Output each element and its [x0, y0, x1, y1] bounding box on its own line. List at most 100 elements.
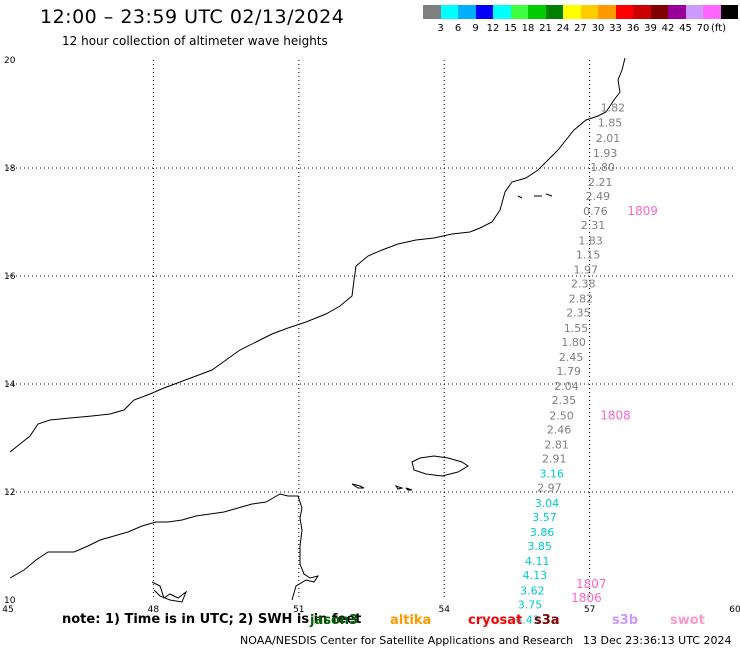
wave-height-value: 2.31	[581, 219, 606, 232]
wave-height-value: 3.57	[532, 511, 557, 524]
longitude-label: 45	[2, 605, 13, 615]
scale-swatch	[493, 5, 511, 19]
legend-s3b: s3b	[612, 613, 639, 628]
scale-swatch	[598, 5, 616, 19]
legend-s3a: s3a	[534, 613, 560, 628]
pass-time-label: 1808	[600, 408, 631, 422]
wave-height-value: 1.93	[593, 147, 618, 160]
wave-height-value: 2.01	[596, 132, 621, 145]
scale-swatch	[615, 5, 633, 19]
latitude-label: 16	[4, 272, 16, 282]
wave-height-value: 2.50	[549, 409, 574, 422]
wave-height-value: 2.46	[547, 423, 572, 436]
scale-swatch	[423, 5, 441, 19]
scale-swatch	[510, 5, 528, 19]
scale-swatch	[563, 5, 581, 19]
scale-label: 70	[696, 23, 710, 34]
scale-swatch	[545, 5, 563, 19]
legend-swot: swot	[670, 613, 705, 628]
color-scale-bar	[423, 5, 738, 19]
wave-height-value: 2.21	[588, 176, 613, 189]
scale-label: 36	[626, 23, 640, 34]
wave-height-value: 3.16	[540, 468, 565, 481]
scale-swatch	[580, 5, 598, 19]
scale-label: 15	[504, 23, 517, 34]
lat-lon-grid	[8, 60, 735, 600]
scale-label: 18	[521, 23, 535, 34]
axis-labels: 45 48 51 54 57 60 20 18 16 14 12 10	[2, 56, 740, 615]
longitude-label: 48	[148, 605, 160, 615]
wave-height-value: 0.76	[583, 205, 608, 218]
scale-label: 21	[539, 23, 552, 34]
wave-height-value: 3.75	[518, 598, 543, 611]
scale-label: 42	[661, 23, 675, 34]
wave-height-value: 1.85	[598, 117, 623, 130]
kuria-muria-islands	[517, 193, 553, 199]
scale-swatch	[633, 5, 651, 19]
pass-time-label: 1807	[576, 577, 607, 591]
legend-cryosat: cryosat	[468, 613, 523, 628]
latitude-label: 18	[4, 164, 16, 174]
scale-label: 3	[437, 23, 444, 34]
wave-height-value: 2.45	[559, 351, 584, 364]
altimeter-tracks: 1.821.852.011.931.802.212.490.762.311.83…	[515, 102, 625, 627]
latitude-label: 20	[4, 56, 16, 66]
socotra-island	[411, 455, 469, 477]
scale-swatch	[440, 5, 458, 19]
wave-height-value: 4.11	[525, 555, 550, 568]
scale-swatch	[720, 5, 738, 19]
wave-height-value: 2.49	[586, 190, 611, 203]
scale-label: 30	[591, 23, 605, 34]
scale-swatch	[458, 5, 476, 19]
wave-height-value: 2.35	[566, 307, 591, 320]
scale-label: 24	[556, 23, 570, 34]
wave-height-value: 2.35	[552, 394, 577, 407]
small-islet-1	[351, 483, 365, 489]
scale-swatch	[528, 5, 546, 19]
legend-jason3: jason3	[310, 613, 359, 628]
longitude-label: 54	[438, 605, 450, 615]
scale-swatch	[685, 5, 703, 19]
small-islet-3	[405, 487, 413, 491]
wave-height-value: 1.82	[601, 102, 626, 115]
pass-time-label: 1809	[627, 204, 658, 218]
generated-timestamp: 13 Dec 23:36:13 UTC 2024	[583, 634, 732, 647]
latitude-label: 10	[4, 596, 16, 606]
wave-height-value: 2.04	[554, 380, 579, 393]
wave-height-value: 2.81	[544, 438, 569, 451]
scale-label: 9	[472, 23, 479, 34]
wave-height-value: 1.80	[561, 336, 586, 349]
arabian-coastline	[9, 57, 626, 453]
wave-height-color-scale: 3 6 9 12 15 18 21 24 27 30 33 36 39 42 45 70 (ft)	[423, 5, 738, 34]
scale-swatch	[475, 5, 493, 19]
wave-height-value: 1.79	[557, 365, 582, 378]
scale-swatch	[703, 5, 721, 19]
wave-height-value: 1.80	[590, 161, 615, 174]
latitude-label: 12	[4, 488, 15, 498]
credit-line: NOAA/NESDIS Center for Satellite Applica…	[240, 634, 574, 647]
scale-label: 39	[644, 23, 657, 34]
scale-label: (ft)	[710, 23, 727, 34]
longitude-label: 60	[729, 605, 740, 615]
wave-height-value: 1.15	[576, 248, 601, 261]
legend-altika: altika	[390, 613, 432, 628]
wave-height-value: 1.55	[564, 322, 589, 335]
gulf-of-aden-north-coast	[9, 493, 320, 601]
wave-height-value: 1.83	[578, 234, 603, 247]
pass-time-label: 1806	[571, 591, 602, 605]
footer-note: note: 1) Time is in UTC; 2) SWH is in fe…	[62, 612, 362, 627]
scale-label: 6	[454, 23, 462, 34]
wave-height-value: 4.13	[523, 569, 548, 582]
wave-height-value: 2.91	[542, 453, 567, 466]
djibouti-coast-fragment	[151, 581, 188, 603]
color-scale-labels: 3 6 9 12 15 18 21 24 27 30 33 36 39 42 45 70 (ft)	[423, 23, 740, 35]
scale-label: 27	[574, 23, 587, 34]
scale-swatch	[650, 5, 668, 19]
wave-height-value: 3.04	[535, 497, 560, 510]
scale-label: 33	[609, 23, 622, 34]
wave-height-value: 3.62	[520, 584, 545, 597]
scale-label: 12	[486, 23, 500, 34]
longitude-label: 57	[584, 605, 595, 615]
